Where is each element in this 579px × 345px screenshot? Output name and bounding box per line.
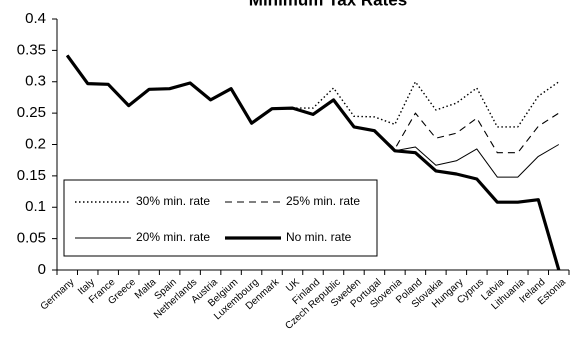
y-tick-label: 0.3 [25, 73, 46, 90]
series-line-dashed [66, 55, 560, 154]
y-tick-label: 0 [38, 261, 46, 278]
legend-label: 25% min. rate [286, 194, 360, 208]
y-tick-label: 0.4 [25, 10, 46, 27]
y-tick-label: 0.35 [17, 41, 46, 58]
y-tick-label: 0.05 [17, 230, 46, 247]
series-line-dotted [66, 54, 560, 128]
series-line-thick [65, 54, 561, 271]
y-tick-label: 0.1 [25, 198, 46, 215]
series-line-thin [66, 55, 560, 178]
legend-label: 30% min. rate [136, 194, 210, 208]
x-tick-label: Germany [39, 277, 77, 313]
chart-title: Minimum Tax Rates [249, 0, 407, 9]
legend-label: No min. rate [286, 230, 352, 244]
legend-label: 20% min. rate [136, 230, 210, 244]
legend-box [63, 179, 378, 257]
y-tick-label: 0.25 [17, 104, 46, 121]
y-tick-label: 0.15 [17, 167, 46, 184]
y-tick-label: 0.2 [25, 135, 46, 152]
